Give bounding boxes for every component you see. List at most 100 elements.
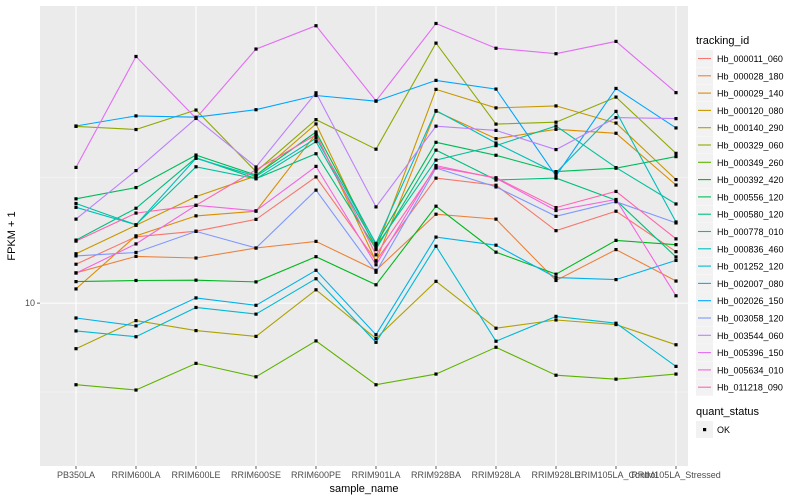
- data-point: [554, 318, 558, 322]
- data-point: [74, 252, 78, 256]
- data-point: [614, 86, 618, 91]
- legend-label: Hb_000556_120: [717, 192, 784, 202]
- data-point: [614, 189, 618, 194]
- data-point: [194, 256, 198, 260]
- data-point: [254, 209, 258, 213]
- data-point: [554, 52, 558, 56]
- data-point: [554, 373, 558, 377]
- data-point: [74, 165, 78, 169]
- data-point: [374, 205, 378, 209]
- data-point: [314, 139, 318, 144]
- legend-label: Hb_000028_180: [717, 71, 784, 81]
- data-point: [374, 247, 378, 251]
- data-point: [314, 239, 318, 243]
- data-point: [254, 177, 258, 181]
- data-point: [254, 312, 258, 316]
- data-point: [434, 140, 438, 144]
- data-point: [374, 270, 378, 274]
- data-point: [314, 152, 318, 156]
- legend-label: Hb_002026_150: [717, 296, 784, 306]
- data-point: [434, 176, 438, 180]
- data-point: [134, 127, 138, 132]
- data-point: [494, 339, 498, 343]
- data-point: [134, 234, 138, 238]
- x-tick-label: RRIM600PE: [291, 470, 341, 480]
- data-point: [374, 241, 378, 246]
- data-point: [434, 165, 438, 169]
- data-point: [554, 176, 558, 180]
- data-point: [494, 141, 498, 145]
- data-point: [434, 21, 438, 26]
- shape-legend-marker: [703, 428, 707, 432]
- data-point: [194, 214, 198, 218]
- data-point: [554, 127, 558, 131]
- data-point: [434, 244, 438, 248]
- legend: tracking_id Hb_000011_060 Hb_000028_180 Hb…: [696, 35, 784, 438]
- data-point: [134, 278, 138, 283]
- legend-label: Hb_000140_290: [717, 123, 784, 133]
- data-point: [374, 259, 378, 263]
- legend-label: Hb_011218_090: [717, 383, 783, 393]
- data-point: [314, 339, 318, 343]
- data-point: [494, 153, 498, 157]
- legend-title: tracking_id: [696, 35, 749, 47]
- data-point: [194, 156, 198, 160]
- x-tick-label: RRIM901LA: [351, 470, 400, 480]
- data-point: [434, 279, 438, 283]
- y-axis-ticks: 10: [25, 298, 40, 308]
- x-tick-label: RRIM928BA: [411, 470, 461, 480]
- data-point: [194, 203, 198, 207]
- x-tick-label: RRIM928LA: [471, 470, 520, 480]
- data-point: [134, 242, 138, 246]
- data-point: [194, 305, 198, 310]
- data-point: [314, 136, 318, 140]
- data-point: [134, 223, 138, 227]
- data-point: [674, 91, 678, 95]
- data-point: [74, 205, 78, 209]
- data-point: [434, 148, 438, 152]
- data-point: [254, 168, 258, 172]
- data-point: [134, 254, 138, 259]
- data-point: [74, 287, 78, 291]
- data-point: [614, 115, 618, 120]
- data-point: [494, 243, 498, 247]
- data-point: [674, 372, 678, 376]
- data-point: [494, 185, 498, 189]
- data-point: [314, 175, 318, 179]
- data-point: [194, 229, 198, 233]
- data-point: [314, 122, 318, 126]
- data-point: [254, 165, 258, 169]
- data-point: [494, 217, 498, 221]
- data-point: [134, 335, 138, 339]
- data-point: [314, 288, 318, 292]
- x-tick-label: PB350LA: [57, 470, 95, 480]
- data-point: [494, 144, 498, 148]
- data-point: [254, 108, 258, 112]
- data-point: [254, 217, 258, 221]
- data-point: [74, 347, 78, 351]
- data-point: [434, 124, 438, 128]
- data-point: [614, 109, 618, 113]
- data-point: [674, 255, 678, 259]
- data-point: [434, 204, 438, 208]
- data-point: [254, 375, 258, 379]
- data-point: [434, 87, 438, 91]
- data-point: [314, 188, 318, 192]
- data-point: [614, 238, 618, 242]
- data-point: [494, 326, 498, 330]
- data-point: [374, 99, 378, 103]
- data-point: [134, 324, 138, 328]
- data-point: [74, 197, 78, 201]
- legend-label: Hb_000580_120: [717, 210, 784, 220]
- data-point: [554, 208, 558, 213]
- data-point: [254, 47, 258, 51]
- data-point: [374, 383, 378, 387]
- data-point: [434, 41, 438, 45]
- data-point: [674, 221, 678, 225]
- data-point: [614, 278, 618, 282]
- data-point: [194, 195, 198, 199]
- legend-label: Hb_000392_420: [717, 175, 784, 185]
- series-points: [74, 21, 678, 392]
- data-point: [74, 383, 78, 387]
- data-point: [194, 296, 198, 300]
